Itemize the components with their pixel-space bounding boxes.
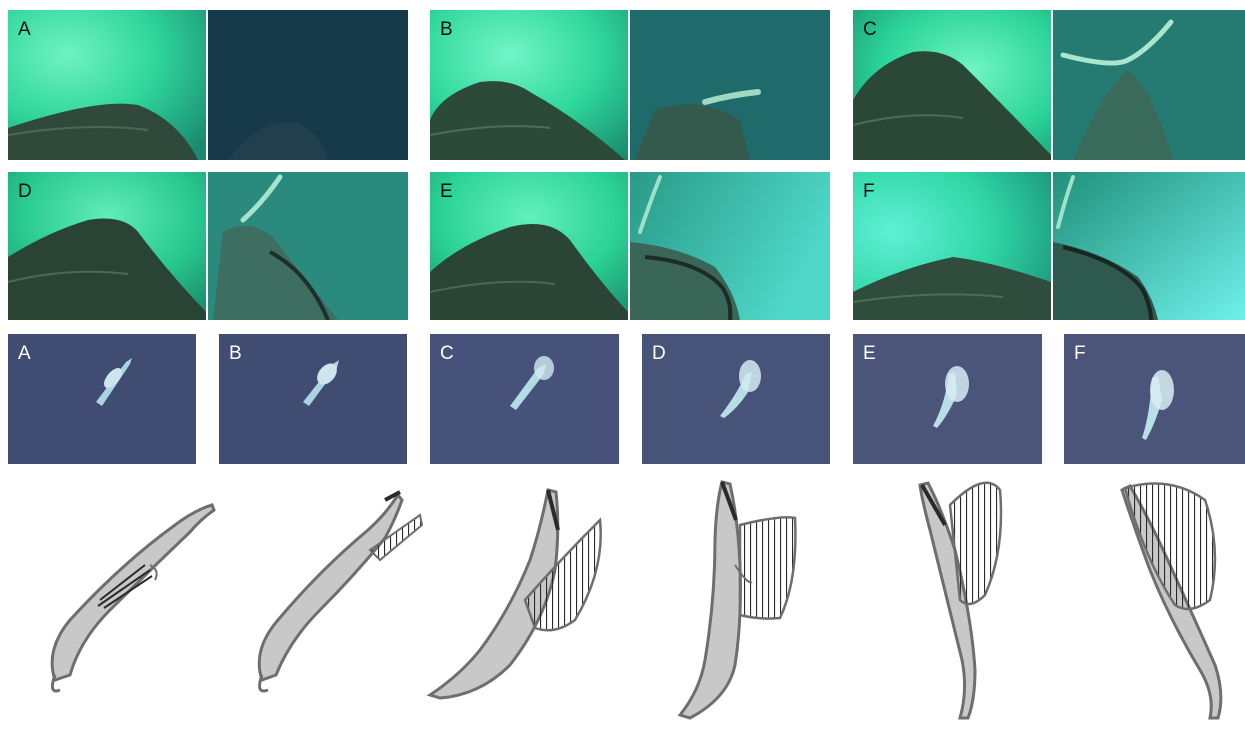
panel-label: B	[229, 343, 242, 364]
panel-label: F	[1074, 343, 1086, 364]
panel-label: F	[863, 181, 875, 202]
drone-panel-d: D	[642, 334, 830, 464]
panel-label: B	[440, 19, 453, 40]
whale-sketch-b	[257, 490, 424, 693]
camera-panel-e: E	[430, 172, 830, 320]
panel-label: D	[18, 181, 32, 202]
panel-label: A	[18, 19, 31, 40]
whale-sketch-e	[918, 481, 1003, 720]
whale-sketch-f	[1120, 482, 1223, 720]
camera-panel-a: A	[8, 10, 408, 160]
drone-panel-c: C	[430, 334, 619, 464]
panel-label: C	[440, 343, 454, 364]
panel-label: A	[18, 343, 31, 364]
panel-label: D	[652, 343, 666, 364]
camera-panel-b: B	[430, 10, 830, 160]
panel-label: E	[863, 343, 876, 364]
drone-panel-b: B	[219, 334, 407, 464]
camera-panel-d: D	[8, 172, 408, 320]
drone-panel-e: E	[853, 334, 1042, 464]
panel-label: E	[440, 181, 453, 202]
whale-sketch-c	[426, 488, 602, 700]
camera-panel-f: F	[853, 172, 1245, 320]
camera-panel-c: C	[853, 10, 1245, 160]
whale-sketch-d	[677, 480, 797, 720]
whale-sketch-a	[50, 503, 216, 693]
panel-label: C	[863, 19, 877, 40]
drone-panel-f: F	[1064, 334, 1245, 464]
drone-panel-a: A	[8, 334, 196, 464]
whale-sketch-row	[0, 470, 1245, 725]
